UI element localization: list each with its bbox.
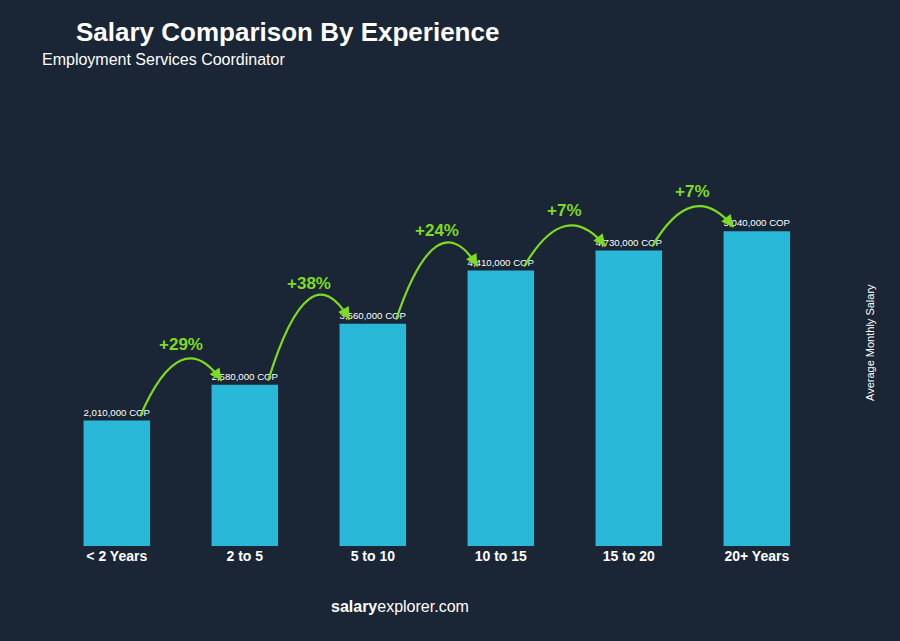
- svg-text:+24%: +24%: [415, 221, 459, 240]
- svg-text:salaryexplorer.com: salaryexplorer.com: [331, 598, 469, 615]
- svg-text:2,010,000 COP: 2,010,000 COP: [84, 407, 150, 418]
- svg-text:Salary Comparison By Experienc: Salary Comparison By Experience: [76, 17, 499, 47]
- svg-text:+29%: +29%: [159, 335, 203, 354]
- svg-text:20+ Years: 20+ Years: [724, 548, 789, 564]
- svg-text:15 to 20: 15 to 20: [603, 548, 655, 564]
- svg-text:4,730,000 COP: 4,730,000 COP: [596, 237, 662, 248]
- svg-text:Average Monthly Salary: Average Monthly Salary: [864, 284, 876, 401]
- svg-text:10 to 15: 10 to 15: [475, 548, 527, 564]
- svg-text:Employment Services Coordinato: Employment Services Coordinator: [42, 51, 285, 68]
- svg-text:+38%: +38%: [287, 274, 331, 293]
- svg-text:3,560,000 COP: 3,560,000 COP: [340, 310, 406, 321]
- svg-text:< 2 Years: < 2 Years: [86, 548, 147, 564]
- svg-text:2,580,000 COP: 2,580,000 COP: [212, 371, 278, 382]
- svg-text:4,410,000 COP: 4,410,000 COP: [468, 257, 534, 268]
- svg-text:2 to 5: 2 to 5: [227, 548, 264, 564]
- svg-text:+7%: +7%: [675, 182, 710, 201]
- svg-text:5,040,000 COP: 5,040,000 COP: [724, 217, 790, 228]
- svg-text:+7%: +7%: [547, 201, 582, 220]
- svg-text:5 to 10: 5 to 10: [351, 548, 396, 564]
